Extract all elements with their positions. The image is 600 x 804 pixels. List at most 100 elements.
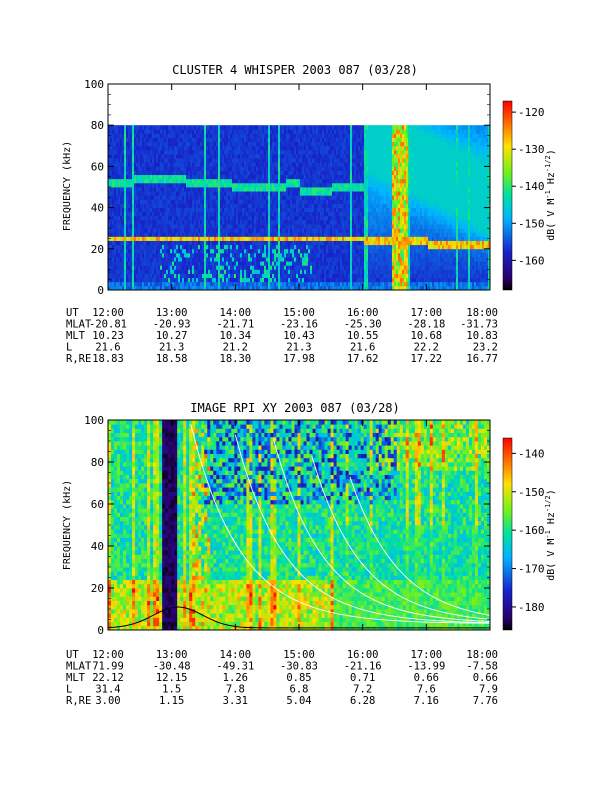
- spectrogram-cell: [312, 203, 315, 208]
- spectrogram-cell: [256, 195, 259, 200]
- spectrogram-cell: [316, 224, 319, 229]
- spectrogram-cell: [288, 240, 291, 246]
- spectrogram-cell: [148, 252, 151, 258]
- spectrogram-cell: [124, 252, 127, 258]
- spectrogram-cell: [302, 162, 305, 167]
- spectrogram-cell: [182, 182, 185, 188]
- spectrogram-cell: [164, 248, 167, 254]
- spectrogram-cell: [180, 215, 183, 221]
- spectrogram-cell: [144, 248, 147, 254]
- spectrogram-cell: [330, 285, 333, 291]
- spectrogram-cell: [316, 252, 319, 258]
- spectrogram-cell: [184, 162, 187, 167]
- spectrogram-cell: [220, 228, 223, 233]
- spectrogram-cell: [330, 154, 333, 159]
- spectrogram-cell: [184, 170, 187, 176]
- spectrogram-cell: [234, 141, 237, 147]
- spectrogram-cell: [140, 166, 143, 171]
- spectrogram-cell: [110, 207, 113, 213]
- spectrogram-cell: [158, 228, 161, 233]
- spectrogram-cell: [270, 232, 273, 237]
- spectrogram-cell: [164, 199, 167, 204]
- spectrogram-cell: [124, 232, 127, 237]
- spectrogram-cell: [112, 129, 115, 134]
- spectrogram-cell: [246, 265, 249, 270]
- spectrogram-cell: [240, 269, 243, 274]
- spectrogram-cell: [312, 170, 315, 176]
- spectrogram-cell: [138, 170, 141, 176]
- spectrogram-cell: [256, 236, 259, 241]
- spectrogram-cell: [164, 191, 167, 196]
- spectrogram-cell: [168, 257, 171, 262]
- spectrogram-cell: [214, 125, 217, 130]
- spectrogram-cell: [286, 191, 289, 196]
- spectrogram-cell: [132, 257, 135, 262]
- spectrogram-cell: [186, 224, 189, 229]
- spectrogram-cell: [270, 236, 273, 241]
- spectrogram-cell: [300, 215, 303, 221]
- spectrogram-cell: [210, 162, 213, 167]
- spectrogram-cell: [124, 219, 127, 225]
- spectrogram-cell: [216, 240, 219, 246]
- spectrogram-cell: [328, 191, 331, 196]
- spectrogram-cell: [226, 174, 229, 180]
- spectrogram-cell: [260, 240, 263, 246]
- spectrogram-cell: [200, 145, 203, 151]
- spectrogram-cell: [136, 224, 139, 229]
- spectrogram-cell: [316, 269, 319, 274]
- spectrogram-cell: [348, 182, 351, 188]
- spectrogram-cell: [184, 166, 187, 171]
- spectrogram-cell: [328, 133, 331, 138]
- spectrogram-cell: [188, 228, 191, 233]
- spectrogram-cell: [124, 174, 127, 180]
- spectrogram-cell: [284, 224, 287, 229]
- spectrogram-cell: [316, 182, 319, 188]
- spectrogram-cell: [260, 219, 263, 225]
- spectrogram-cell: [230, 141, 233, 147]
- spectrogram-cell: [116, 170, 119, 176]
- spectrogram-cell: [198, 125, 201, 130]
- spectrogram-cell: [140, 195, 143, 200]
- spectrogram-cell: [262, 232, 265, 237]
- spectrogram-cell: [274, 277, 277, 283]
- spectrogram-cell: [354, 170, 357, 176]
- spectrogram-cell: [296, 248, 299, 254]
- spectrogram-cell: [314, 215, 317, 221]
- spectrogram-cell: [310, 215, 313, 221]
- spectrogram-cell: [124, 277, 127, 283]
- spectrogram-cell: [148, 281, 151, 287]
- spectrogram-cell: [114, 244, 117, 250]
- spectrogram-cell: [134, 211, 137, 217]
- spectrogram-cell: [328, 129, 331, 134]
- spectrogram-cell: [220, 232, 223, 237]
- spectrogram-cell: [298, 129, 301, 134]
- spectrogram-cell: [306, 265, 309, 270]
- spectrogram-cell: [310, 174, 313, 180]
- spectrogram-cell: [282, 248, 285, 254]
- spectrogram-cell: [270, 285, 273, 291]
- spectrogram-cell: [162, 273, 165, 279]
- spectrogram-cell: [222, 170, 225, 176]
- spectrogram-cell: [244, 178, 247, 184]
- spectrogram-cell: [258, 133, 261, 138]
- spectrogram-cell: [302, 224, 305, 229]
- spectrogram-cell: [272, 236, 275, 241]
- spectrogram-cell: [332, 248, 335, 254]
- spectrogram-cell: [188, 154, 191, 159]
- spectrogram-cell: [320, 187, 323, 192]
- spectrogram-cell: [228, 170, 231, 176]
- spectrogram-cell: [250, 174, 253, 180]
- spectrogram-cell: [302, 203, 305, 208]
- spectrogram-cell: [146, 158, 149, 163]
- spectrogram-cell: [128, 257, 131, 262]
- spectrogram-cell: [204, 162, 207, 167]
- spectrogram-cell: [242, 211, 245, 217]
- spectrogram-cell: [148, 133, 151, 138]
- spectrogram-cell: [280, 191, 283, 196]
- spectrogram-cell: [354, 240, 357, 246]
- spectrogram-cell: [260, 252, 263, 258]
- spectrogram-cell: [160, 265, 163, 270]
- spectrogram-cell: [232, 211, 235, 217]
- spectrogram-cell: [198, 170, 201, 176]
- spectrogram-cell: [260, 261, 263, 266]
